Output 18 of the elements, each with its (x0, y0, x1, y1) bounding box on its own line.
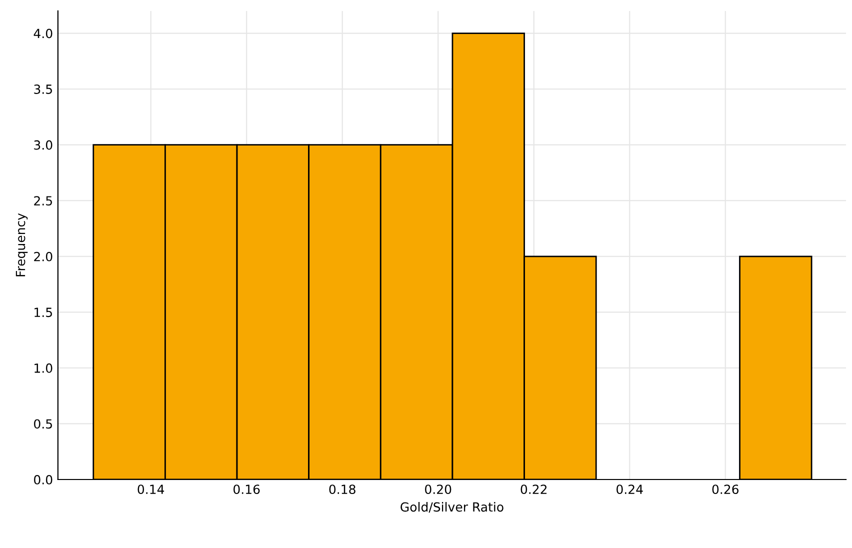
x-tick-label: 0.24 (616, 484, 643, 494)
x-tick-label: 0.18 (329, 484, 356, 494)
x-tick-label: 0.20 (425, 484, 452, 494)
x-axis-title: Gold/Silver Ratio (400, 502, 504, 513)
y-tick-label: 2.0 (34, 252, 52, 262)
y-tick-label: 1.5 (34, 308, 52, 318)
y-tick-label: 2.5 (34, 196, 52, 206)
x-tick-label: 0.22 (520, 484, 547, 494)
x-tick-label: 0.14 (138, 484, 164, 494)
x-tick-label: 0.26 (712, 484, 739, 494)
y-tick-label: 3.0 (34, 140, 52, 150)
y-tick-label: 0.0 (34, 474, 52, 484)
y-tick-label: 0.5 (34, 419, 52, 429)
x-tick-label: 0.16 (233, 484, 260, 494)
y-axis-title: Frequency (16, 213, 28, 276)
y-tick-label: 3.5 (34, 84, 52, 94)
y-tick-label: 1.0 (34, 363, 52, 373)
y-tick-label: 4.0 (34, 28, 52, 38)
